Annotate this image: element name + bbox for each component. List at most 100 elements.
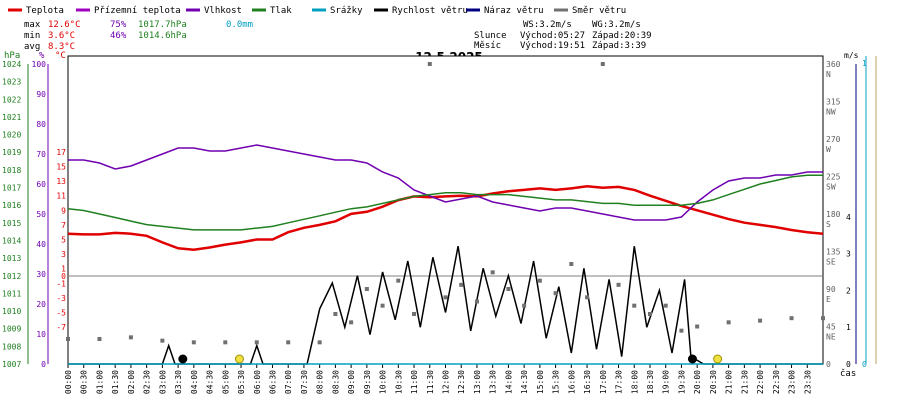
stat-max-label: max — [24, 20, 41, 30]
rain-axis-tick: 0 — [862, 360, 867, 369]
x-tick-label: 13:30 — [489, 370, 498, 394]
wind-direction-point — [254, 340, 259, 345]
wind-direction-point — [663, 303, 668, 308]
temperature-tick: 13 — [56, 177, 66, 186]
wind-direction-point — [191, 340, 196, 345]
wind-direction-point — [522, 303, 527, 308]
x-tick-label: 09:00 — [347, 370, 356, 394]
wind-speed-axis-label: m/s — [844, 51, 859, 60]
temperature-tick: 17 — [56, 148, 66, 157]
stats-panel: max 12.6°C 75% 1017.7hPa 0.0mm min 3.6°C… — [24, 20, 652, 52]
x-tick-label: 05:00 — [221, 370, 230, 394]
stat-min-temp: 3.6°C — [48, 31, 75, 41]
x-tick-label: 13:00 — [473, 370, 482, 394]
temperature-tick: 3 — [61, 250, 66, 259]
x-tick-label: 14:00 — [504, 370, 513, 394]
wind-direction-point — [412, 312, 417, 316]
stat-min-press: 1014.6hPa — [138, 31, 187, 41]
pressure-tick: 1022 — [2, 95, 21, 104]
x-tick-label: 10:00 — [379, 370, 388, 394]
pressure-tick: 1023 — [2, 78, 21, 87]
sunset-marker — [713, 354, 723, 364]
temperature-tick: 0 — [61, 272, 66, 281]
x-tick-label: 07:30 — [300, 370, 309, 394]
x-tick-label: 20:30 — [709, 370, 718, 394]
wind-direction-point — [537, 278, 542, 283]
humidity-tick: 100 — [32, 60, 47, 69]
x-tick-label: 11:30 — [426, 370, 435, 394]
legend: Teplota Přízemní teplota Vlhkost Tlak Srážky… — [8, 6, 626, 16]
wind-direction-point — [600, 62, 605, 66]
wind-dir-tick: 270 — [826, 135, 841, 144]
pressure-tick: 1014 — [2, 236, 21, 245]
wind-direction-point — [647, 312, 652, 316]
stat-avg-temp: 8.3°C — [48, 42, 75, 52]
humidity-tick: 80 — [36, 120, 46, 129]
humidity-tick: 10 — [36, 330, 46, 339]
x-tick-label: 23:00 — [788, 370, 797, 394]
pressure-tick: 1024 — [2, 60, 21, 69]
wind-direction-point — [695, 324, 700, 329]
wind-direction-point — [506, 287, 511, 291]
series-line-rychlost-v-tru — [68, 246, 823, 365]
stat-avg-label: avg — [24, 42, 40, 52]
wind-direction-point — [333, 312, 338, 316]
temperature-tick: -7 — [56, 323, 66, 332]
pressure-tick: 1018 — [2, 166, 21, 175]
x-tick-label: 15:00 — [536, 370, 545, 394]
pressure-tick: 1021 — [2, 113, 21, 122]
x-tick-label: 04:30 — [206, 370, 215, 394]
x-tick-label: 00:00 — [64, 370, 73, 394]
humidity-tick: 0 — [41, 360, 46, 369]
wind-direction-point — [616, 282, 621, 287]
series-line-tlak — [67, 174, 823, 231]
x-tick-label: 17:00 — [599, 370, 608, 394]
x-tick-label: 05:30 — [237, 370, 246, 394]
moonset-marker — [178, 354, 188, 364]
x-tick-label: 03:30 — [174, 370, 183, 394]
wind-direction-point — [317, 340, 322, 345]
wind-dir-tick: 225 — [826, 173, 841, 182]
legend-label: Náraz větru — [484, 6, 544, 16]
x-tick-label: 01:00 — [95, 370, 104, 394]
moon-label: Měsíc — [474, 41, 501, 51]
markers-group — [178, 354, 723, 364]
wind-speed-tick: 1 — [846, 323, 851, 332]
wind-direction-point — [349, 320, 354, 325]
legend-label: Teplota — [26, 6, 64, 16]
legend-label: Směr větru — [572, 6, 626, 16]
wind-dir-compass: E — [826, 295, 831, 304]
wind-direction-point — [97, 337, 102, 341]
pressure-tick: 1009 — [2, 325, 21, 334]
stat-min-hum: 46% — [110, 31, 127, 41]
x-tick-label: 21:30 — [740, 370, 749, 394]
wind-direction-point — [490, 270, 495, 275]
x-tick-label: 08:30 — [331, 370, 340, 394]
wind-direction-point — [789, 316, 794, 321]
plot-frame — [67, 55, 824, 365]
x-tick-label: 06:00 — [253, 370, 262, 394]
wind-direction-point — [380, 303, 385, 308]
humidity-tick: 40 — [36, 240, 46, 249]
x-tick-label: 08:00 — [316, 370, 325, 394]
wind-direction-point — [474, 299, 479, 304]
pressure-tick: 1020 — [2, 131, 21, 140]
wind-direction-point — [223, 340, 228, 345]
temperature-tick: 9 — [61, 206, 66, 215]
wind-dir-compass: SE — [826, 258, 836, 267]
x-tick-label: 19:30 — [677, 370, 686, 394]
legend-label: Vlhkost — [204, 6, 242, 16]
pressure-tick: 1016 — [2, 201, 21, 210]
rain-axis-tick: 1 — [862, 59, 867, 68]
x-tick-label: 12:30 — [457, 370, 466, 394]
wind-dir-tick: 180 — [826, 210, 841, 219]
wind-direction-point — [459, 282, 464, 287]
pressure-tick: 1013 — [2, 254, 21, 263]
wind-direction-point — [632, 303, 637, 308]
x-tick-label: 02:00 — [127, 370, 136, 394]
wind-direction-point — [553, 291, 558, 296]
temperature-tick: 1 — [61, 265, 66, 274]
wind-dir-tick: 135 — [826, 248, 841, 257]
pressure-tick: 1008 — [2, 342, 21, 351]
